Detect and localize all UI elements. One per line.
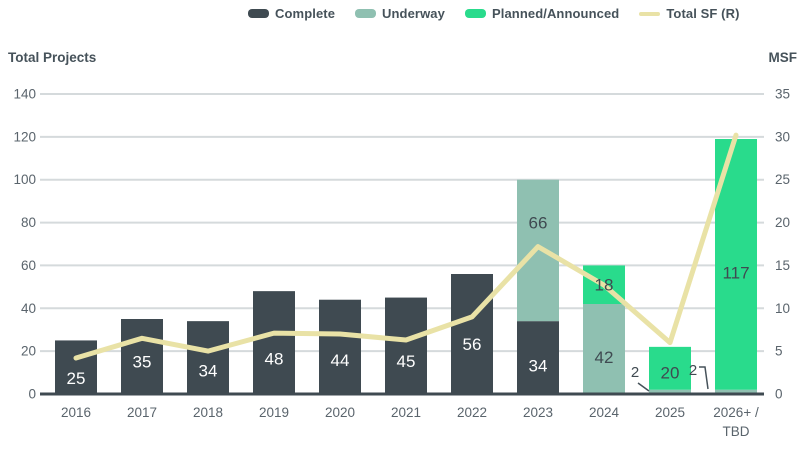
x-axis-label: TBD (723, 424, 750, 439)
svg-text:35: 35 (775, 87, 790, 102)
svg-text:120: 120 (13, 129, 36, 144)
legend-item-underway: Underway (355, 6, 445, 21)
x-axis-label: 2021 (391, 405, 421, 420)
x-axis-label: 2018 (193, 405, 223, 420)
bar-value-label: 25 (67, 369, 86, 388)
y-axis-labels-left: 0 20 40 60 80 100 120 140 (13, 87, 36, 402)
svg-text:15: 15 (775, 258, 790, 273)
bar-segment-underway (649, 389, 691, 394)
left-axis-title: Total Projects (8, 50, 97, 65)
x-axis-label: 2016 (61, 405, 91, 420)
legend-item-planned-announced: Planned/Announced (464, 6, 620, 21)
svg-text:0: 0 (28, 387, 36, 402)
legend-item-label: Planned/Announced (491, 6, 620, 21)
bar-segment-complete (187, 321, 229, 394)
x-axis-label: 2020 (325, 405, 355, 420)
bar-segment-planned-announced (649, 346, 691, 390)
right-axis-title: MSF (768, 50, 798, 65)
svg-text:140: 140 (13, 87, 36, 102)
bar-segment-underway (715, 389, 757, 394)
bar-segment-underway (517, 179, 559, 322)
bar-segment-complete (253, 291, 295, 394)
bar-value-label: 35 (133, 353, 152, 372)
bar-segment-complete (517, 321, 559, 394)
total-sf-line (73, 132, 739, 361)
bar-value-label: 20 (661, 363, 680, 382)
bar-value-label: 56 (463, 335, 482, 354)
x-axis-label: 2026+ / (713, 405, 759, 420)
bar-value-label: 48 (265, 350, 284, 369)
bar-value-label: 34 (199, 362, 218, 381)
legend-item-total-sf-r: Total SF (R) (639, 6, 739, 21)
bar-segment-complete (55, 340, 97, 394)
x-axis-label: 2022 (457, 405, 487, 420)
svg-text:20: 20 (21, 344, 36, 359)
x-axis-label: 2023 (523, 405, 553, 420)
bar-segment-underway (583, 304, 625, 394)
callout-leader-line (699, 366, 709, 390)
bars (55, 139, 757, 394)
legend-swatch-icon (355, 9, 377, 18)
y-axis-labels-right: 0 5 10 15 20 25 30 35 (775, 87, 790, 402)
callout-value-label: 2 (631, 364, 639, 381)
legend-item-label: Complete (275, 6, 336, 21)
bar-value-label: 117 (722, 263, 749, 282)
x-axis-label: 2025 (655, 405, 685, 420)
svg-text:100: 100 (13, 172, 36, 187)
bar-value-label: 66 (529, 213, 548, 232)
svg-text:0: 0 (775, 387, 783, 402)
bar-segment-complete (385, 297, 427, 394)
bar-value-label: 42 (595, 348, 614, 367)
svg-text:20: 20 (775, 215, 790, 230)
legend-swatch-icon (248, 9, 269, 18)
x-axis-label: 2019 (259, 405, 289, 420)
x-axis-label: 2024 (589, 405, 620, 420)
bar-value-label: 34 (529, 357, 548, 376)
legend-item-label: Underway (382, 6, 445, 21)
x-axis-labels: 2016 2017 2018 2019 2020 2021 2022 2023 2024 2025… (61, 405, 759, 439)
x-axis-label: 2017 (127, 405, 157, 420)
bar-value-label: 45 (397, 352, 416, 371)
bar-segment-complete (451, 274, 493, 394)
legend: Complete Underway Planned/Announced Total S… (248, 6, 740, 21)
callout-value-label: 2 (689, 362, 697, 379)
svg-text:60: 60 (21, 258, 36, 273)
svg-text:10: 10 (775, 301, 790, 316)
svg-text:25: 25 (775, 172, 790, 187)
svg-text:80: 80 (21, 215, 36, 230)
svg-text:40: 40 (21, 301, 36, 316)
bar-value-label: 44 (331, 351, 350, 370)
svg-text:30: 30 (775, 129, 790, 144)
bar-segment-complete (319, 299, 361, 394)
bar-segment-complete (121, 319, 163, 394)
svg-text:5: 5 (775, 344, 783, 359)
legend-swatch-icon (464, 9, 486, 18)
bar-value-labels: 25 35 34 48 44 45 56 34 66 42 18 20 117 (67, 213, 750, 388)
legend-item-complete: Complete (248, 6, 335, 21)
legend-item-label: Total SF (R) (666, 6, 740, 21)
legend-swatch-icon (639, 11, 661, 16)
callout-leader-line (637, 382, 650, 392)
bar-value-label: 18 (595, 276, 614, 295)
